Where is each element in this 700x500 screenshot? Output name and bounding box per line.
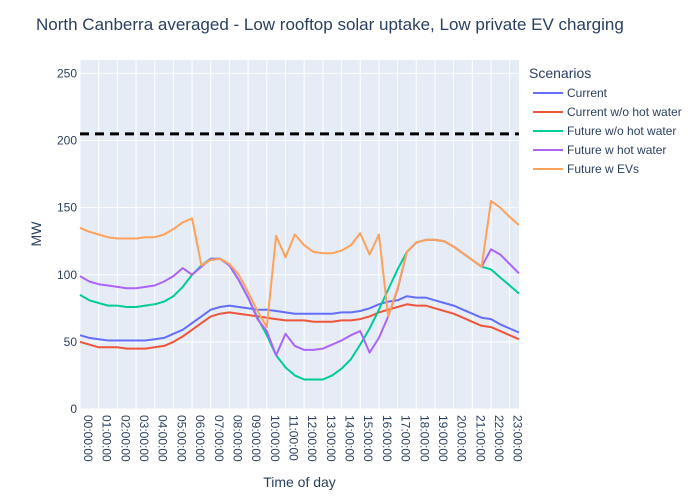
x-tick-label: 04:00:00 — [156, 415, 170, 462]
x-tick-label: 17:00:00 — [399, 415, 413, 462]
x-tick-label: 09:00:00 — [249, 415, 263, 462]
x-tick-label: 22:00:00 — [492, 415, 506, 462]
series-group — [79, 199, 520, 381]
legend-item-label[interactable]: Future w/o hot water — [567, 124, 676, 138]
y-tick-label: 150 — [57, 201, 77, 215]
y-tick-label: 250 — [57, 66, 77, 80]
x-tick-label: 06:00:00 — [193, 415, 207, 462]
series-line-1 — [79, 303, 520, 350]
y-tick-labels: 0 50 100 150 200 250 — [57, 66, 77, 416]
plot-area — [80, 60, 519, 409]
x-tick-label: 23:00:00 — [511, 415, 525, 462]
x-tick-label: 02:00:00 — [118, 415, 132, 462]
x-tick-label: 14:00:00 — [343, 415, 357, 462]
chart-title: North Canberra averaged - Low rooftop so… — [36, 15, 624, 34]
x-tick-label: 20:00:00 — [455, 415, 469, 462]
legend-item-label[interactable]: Future w hot water — [567, 143, 666, 157]
y-tick-label: 100 — [57, 268, 77, 282]
y-tick-label: 50 — [64, 335, 78, 349]
x-tick-label: 01:00:00 — [100, 415, 114, 462]
legend-item-label[interactable]: Current — [567, 86, 608, 100]
legend[interactable]: Current Current w/o hot water Future w/o h… — [533, 86, 682, 176]
x-tick-label: 07:00:00 — [212, 415, 226, 462]
x-tick-label: 05:00:00 — [174, 415, 188, 462]
x-tick-label: 21:00:00 — [473, 415, 487, 462]
x-tick-labels: 00:00:00 01:00:00 02:00:00 03:00:00 04:00:00… — [81, 415, 525, 462]
legend-item-label[interactable]: Future w EVs — [567, 162, 639, 176]
x-tick-label: 18:00:00 — [417, 415, 431, 462]
x-tick-label: 08:00:00 — [230, 415, 244, 462]
x-tick-label: 13:00:00 — [324, 415, 338, 462]
y-axis-title: MW — [28, 221, 44, 247]
x-tick-label: 19:00:00 — [436, 415, 450, 462]
x-tick-label: 15:00:00 — [361, 415, 375, 462]
x-tick-label: 16:00:00 — [380, 415, 394, 462]
series-line-4 — [79, 199, 520, 329]
series-line-0 — [79, 295, 520, 342]
legend-item-label[interactable]: Current w/o hot water — [567, 105, 682, 119]
x-tick-label: 11:00:00 — [286, 415, 300, 461]
x-tick-label: 03:00:00 — [137, 415, 151, 462]
x-tick-label: 12:00:00 — [305, 415, 319, 462]
x-tick-label: 00:00:00 — [81, 415, 95, 462]
x-axis-title: Time of day — [263, 474, 336, 490]
y-tick-label: 0 — [70, 402, 77, 416]
legend-title: Scenarios — [529, 65, 591, 81]
x-tick-label: 10:00:00 — [268, 415, 282, 462]
y-tick-label: 200 — [57, 134, 77, 148]
